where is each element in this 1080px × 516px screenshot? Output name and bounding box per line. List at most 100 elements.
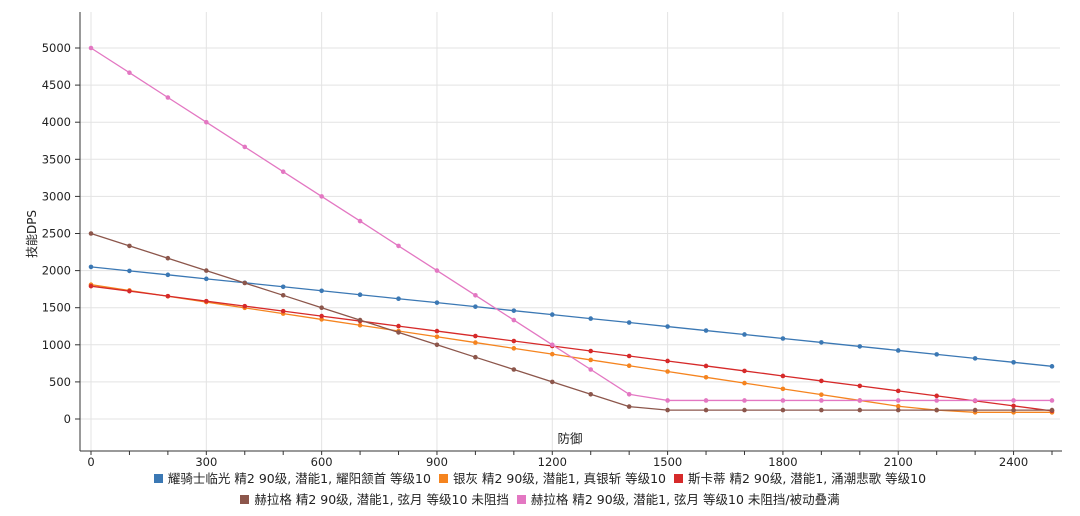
data-point bbox=[588, 316, 594, 321]
data-point bbox=[972, 407, 978, 413]
data-point bbox=[280, 308, 286, 314]
legend-label: 赫拉格 精2 90级, 潜能1, 弦月 等级10 未阻挡 bbox=[254, 492, 509, 507]
data-point bbox=[204, 276, 209, 282]
axes bbox=[75, 12, 1062, 455]
data-point bbox=[857, 407, 863, 413]
data-point bbox=[780, 373, 786, 379]
y-tick-label: 3000 bbox=[42, 189, 71, 203]
legend-item[interactable]: 耀骑士临光 精2 90级, 潜能1, 耀阳颔首 等级10 bbox=[153, 468, 431, 489]
y-axis-label: 技能DPS bbox=[25, 210, 39, 258]
legend-label: 耀骑士临光 精2 90级, 潜能1, 耀阳颔首 等级10 bbox=[167, 471, 431, 486]
data-point bbox=[511, 308, 517, 313]
data-point bbox=[204, 119, 209, 125]
data-point bbox=[242, 280, 248, 286]
data-point bbox=[665, 407, 670, 413]
data-point bbox=[357, 317, 363, 323]
data-point bbox=[511, 338, 517, 344]
data-point bbox=[434, 328, 440, 334]
data-point bbox=[1011, 403, 1016, 409]
legend-item[interactable]: 银灰 精2 90级, 潜能1, 真银斩 等级10 bbox=[438, 468, 666, 489]
data-point bbox=[972, 356, 978, 361]
data-point bbox=[549, 312, 555, 317]
data-point bbox=[1049, 407, 1055, 413]
legend: 耀骑士临光 精2 90级, 潜能1, 耀阳颔首 等级10 银灰 精2 90级, 潜… bbox=[0, 468, 1080, 510]
data-point bbox=[1011, 360, 1016, 365]
data-point bbox=[819, 392, 824, 397]
data-point bbox=[780, 407, 786, 413]
data-point bbox=[511, 346, 517, 351]
data-point bbox=[549, 379, 555, 385]
series-2 bbox=[88, 283, 1055, 414]
data-point bbox=[204, 298, 209, 304]
data-point bbox=[934, 407, 939, 413]
data-point bbox=[319, 194, 324, 199]
legend-item[interactable]: 斯卡蒂 精2 90级, 潜能1, 涌潮悲歌 等级10 bbox=[674, 468, 926, 489]
data-point bbox=[742, 368, 747, 374]
data-point bbox=[934, 393, 939, 399]
x-tick-label: 2400 bbox=[999, 455, 1028, 469]
y-tick-label: 4000 bbox=[42, 115, 71, 129]
x-axis-label: 防御 bbox=[557, 431, 582, 446]
data-point bbox=[857, 383, 863, 389]
data-point bbox=[780, 386, 786, 392]
data-point bbox=[742, 407, 747, 413]
data-point bbox=[396, 243, 401, 249]
series-line bbox=[90, 285, 1053, 412]
data-point bbox=[895, 388, 901, 394]
legend-swatch bbox=[240, 495, 250, 504]
data-point bbox=[857, 398, 863, 403]
legend-item[interactable]: 赫拉格 精2 90级, 潜能1, 弦月 等级10 未阻挡/被动叠满 bbox=[516, 489, 840, 510]
data-point bbox=[1011, 407, 1016, 413]
data-point bbox=[626, 353, 632, 359]
data-point bbox=[319, 288, 324, 294]
data-point bbox=[819, 340, 824, 345]
y-tick-label: 1500 bbox=[42, 301, 71, 315]
data-point bbox=[511, 367, 517, 372]
data-point bbox=[1049, 364, 1055, 369]
y-tick-label: 2500 bbox=[42, 227, 71, 241]
legend-item[interactable]: 赫拉格 精2 90级, 潜能1, 弦月 等级10 未阻挡 bbox=[240, 489, 509, 510]
data-point bbox=[357, 218, 363, 224]
data-point bbox=[703, 407, 709, 413]
data-point bbox=[895, 398, 901, 403]
data-point bbox=[242, 144, 248, 150]
data-point bbox=[895, 403, 901, 409]
data-point bbox=[88, 231, 94, 236]
data-point bbox=[703, 363, 709, 369]
y-tick-label: 4500 bbox=[42, 78, 71, 92]
series-line bbox=[90, 266, 1053, 367]
series-line bbox=[90, 47, 1052, 402]
grid-lines bbox=[80, 12, 1060, 450]
legend-label: 斯卡蒂 精2 90级, 潜能1, 涌潮悲歌 等级10 bbox=[688, 471, 927, 486]
data-point bbox=[280, 169, 286, 174]
data-point bbox=[549, 342, 555, 348]
x-tick-label: 900 bbox=[426, 455, 448, 469]
data-point bbox=[549, 351, 555, 357]
data-point bbox=[127, 288, 132, 294]
data-point bbox=[165, 293, 171, 299]
data-point bbox=[396, 330, 401, 335]
x-tick-label: 1500 bbox=[653, 455, 682, 469]
data-point bbox=[665, 358, 670, 364]
data-point bbox=[1011, 398, 1016, 403]
legend-swatch bbox=[153, 474, 163, 483]
data-point bbox=[165, 95, 171, 100]
data-point bbox=[703, 398, 709, 403]
legend-label: 赫拉格 精2 90级, 潜能1, 弦月 等级10 未阻挡/被动叠满 bbox=[530, 492, 840, 507]
data-point bbox=[857, 344, 863, 349]
data-point bbox=[934, 352, 939, 357]
data-point bbox=[895, 407, 901, 413]
data-point bbox=[511, 317, 517, 323]
series-3 bbox=[88, 231, 1055, 413]
y-tick-label: 1000 bbox=[42, 338, 71, 352]
data-point bbox=[819, 407, 824, 413]
data-point bbox=[434, 342, 440, 348]
data-point bbox=[626, 391, 632, 397]
data-point bbox=[242, 303, 248, 309]
data-point bbox=[473, 333, 478, 339]
data-point bbox=[742, 380, 747, 386]
data-point bbox=[780, 398, 786, 403]
data-point bbox=[165, 255, 171, 261]
data-point bbox=[703, 328, 709, 333]
y-tick-label: 5000 bbox=[42, 41, 71, 55]
